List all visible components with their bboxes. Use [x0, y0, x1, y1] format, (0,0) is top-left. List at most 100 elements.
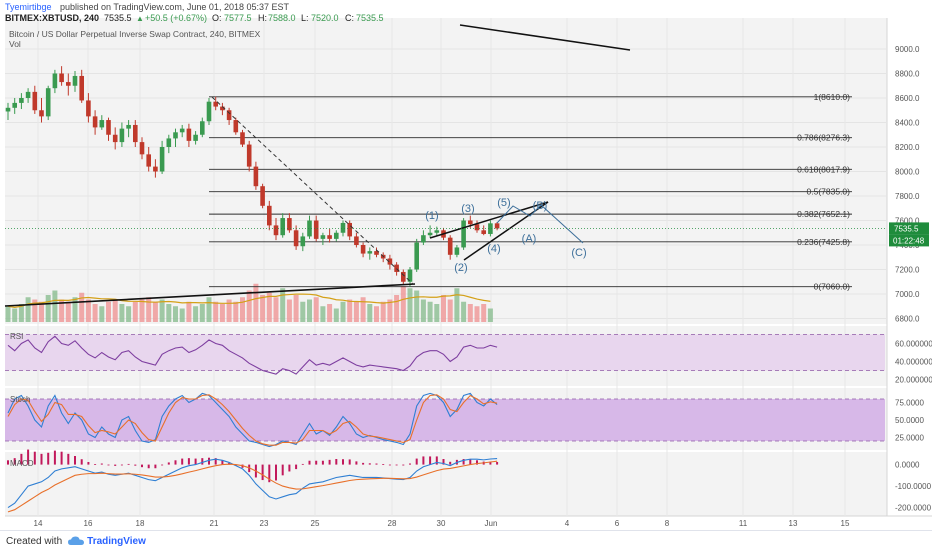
volume-bar [266, 292, 272, 322]
volume-bar [79, 292, 85, 322]
fib-label: 0.236(7425.8) [797, 237, 850, 247]
macd-histogram-bar [100, 463, 103, 465]
macd-histogram-bar [275, 464, 277, 481]
macd-histogram-bar [141, 464, 143, 468]
macd-histogram-bar [368, 463, 371, 465]
wave-label: (C) [571, 247, 586, 259]
macd-histogram-bar [127, 463, 130, 465]
candle-body [159, 147, 165, 172]
volume-bar [112, 299, 118, 322]
volume-bar [427, 301, 433, 322]
macd-tick-label: -200.0000 [895, 504, 932, 513]
volume-bar [447, 299, 453, 322]
candle-body [133, 124, 138, 143]
candle-body [334, 232, 339, 239]
time-tick-label: 13 [789, 519, 798, 528]
macd-histogram-bar [281, 464, 284, 476]
rsi-tick-label: 40.000000 [895, 358, 932, 367]
candle-body [340, 222, 346, 233]
wedge-upper-line [429, 201, 549, 239]
macd-histogram-bar [80, 459, 83, 465]
macd-label: MACD [10, 459, 34, 468]
author-name[interactable]: Tyemirtibge [5, 2, 52, 12]
projected-wave-path [496, 204, 584, 244]
macd-histogram-bar [435, 456, 438, 465]
candle-body [193, 134, 198, 141]
macd-histogram-bar [167, 462, 170, 465]
volume-bar [380, 301, 386, 322]
volume-bar [179, 308, 185, 322]
candle-body [186, 128, 192, 141]
macd-histogram-bar [375, 463, 378, 465]
time-tick-label: 15 [841, 519, 850, 528]
stoch-d-line [7, 394, 498, 446]
candle-body [25, 91, 31, 98]
volume-bar [434, 304, 440, 322]
macd-histogram-bar [107, 464, 110, 466]
candle-body [454, 247, 460, 255]
tradingview-logo[interactable]: TradingView [68, 536, 146, 547]
candle-body [488, 223, 493, 234]
time-tick-label: 11 [739, 519, 748, 528]
candle-body [447, 237, 453, 255]
macd-histogram-bar [402, 464, 405, 466]
last-price: 7535.5 [104, 13, 132, 23]
volume-bar [307, 299, 312, 322]
wave-label: (A) [522, 233, 537, 245]
candle-body [320, 235, 326, 239]
macd-histogram-bar [201, 458, 204, 465]
countdown-badge [889, 234, 929, 247]
macd-histogram-bar [74, 456, 76, 465]
volume-bar [246, 290, 252, 322]
volume-bar [92, 304, 98, 322]
macd-histogram-bar [449, 461, 452, 465]
close-value: 7535.5 [356, 13, 384, 23]
macd-histogram-bar [27, 449, 30, 465]
macd-histogram-bar [422, 456, 425, 465]
macd-histogram-bar [388, 464, 391, 466]
volume-bar [85, 299, 91, 322]
macd-histogram-bar [194, 458, 197, 465]
low-label: L: [301, 13, 309, 23]
last-price-badge-text: 7535.5 [894, 224, 919, 233]
high-label: H: [258, 13, 267, 23]
macd-histogram-bar [47, 452, 50, 465]
candle-body [39, 110, 44, 117]
macd-histogram-bar [67, 453, 70, 465]
candle-body [240, 132, 245, 145]
price-change: +50.5 (+0.67%) [145, 13, 207, 23]
fib-label: 0.618(8017.9) [797, 164, 850, 174]
symbol-line: BITMEX:XBTUSD, 240 [5, 13, 99, 23]
volume-bar [126, 306, 132, 322]
volume-bar [273, 297, 279, 322]
candle-body [407, 269, 413, 282]
candle-body [494, 223, 500, 229]
candle-body [401, 271, 406, 282]
rsi-tick-label: 60.000000 [895, 340, 932, 349]
candle-body [267, 205, 272, 226]
volume-bar [72, 297, 78, 322]
macd-histogram-bar [53, 450, 56, 465]
time-tick-label: 21 [210, 519, 219, 528]
macd-histogram-bar [362, 462, 365, 465]
macd-histogram-bar [489, 461, 492, 465]
candle-body [414, 242, 419, 270]
macd-histogram-bar [40, 453, 43, 465]
time-tick-label: 6 [615, 519, 620, 528]
macd-histogram-bar [335, 459, 338, 465]
tradingview-brand: TradingView [87, 535, 146, 547]
candle-body [287, 218, 292, 231]
candle-body [374, 251, 379, 255]
macd-histogram-bar [415, 458, 418, 465]
time-tick-label: 25 [311, 519, 320, 528]
cloud-icon [68, 536, 85, 545]
wave-label: (5) [497, 197, 510, 209]
candle-body [59, 73, 64, 83]
volume-bar [226, 299, 232, 322]
price-tick-label: 8800.0 [895, 70, 920, 79]
volume-bar [166, 304, 172, 322]
time-tick-label: 16 [84, 519, 93, 528]
low-value: 7520.0 [311, 13, 339, 23]
candle-body [166, 138, 172, 147]
macd-histogram-bar [60, 451, 63, 465]
